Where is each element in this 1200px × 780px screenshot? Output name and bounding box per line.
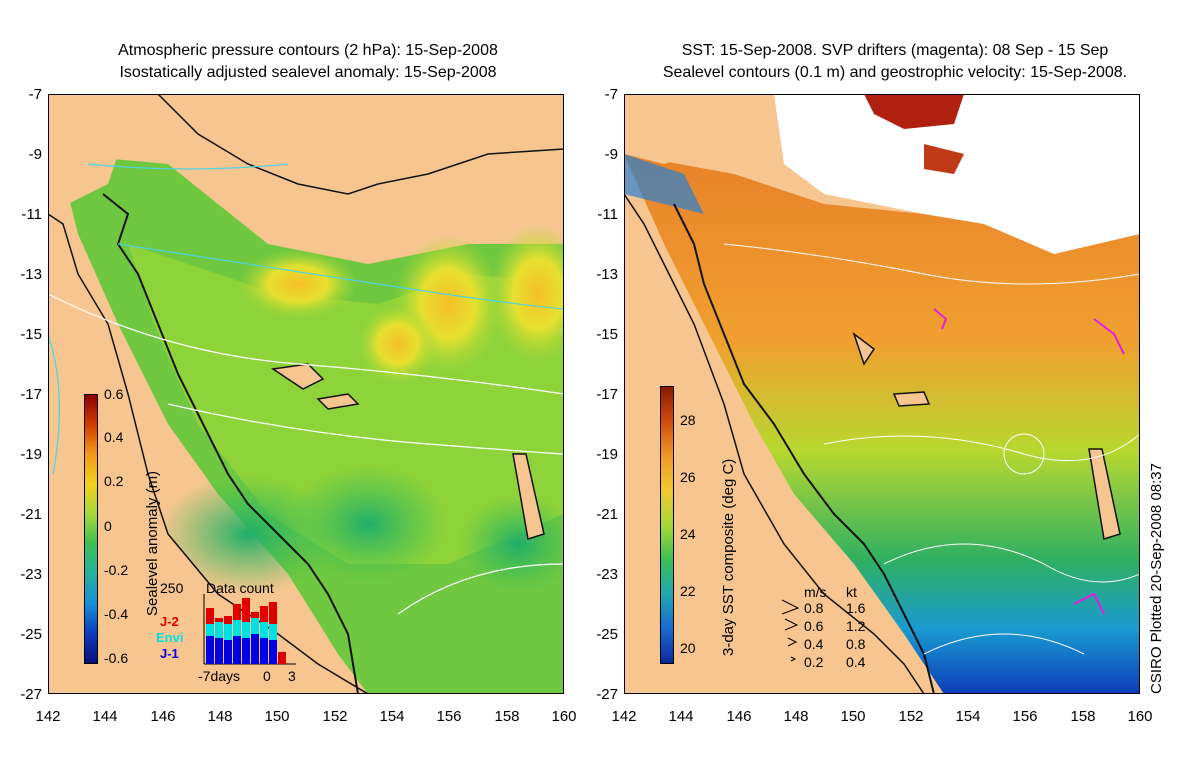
left-ytick: -9	[28, 146, 42, 163]
inset-xlabel-right: 3	[288, 668, 296, 684]
velocity-legend-kt-3: 0.4	[846, 654, 866, 670]
sst-tick-1: 26	[680, 469, 696, 485]
left-xtick: 150	[264, 708, 290, 725]
right-ytick: -17	[596, 386, 618, 403]
velocity-legend-ms-2: 0.4	[804, 636, 824, 652]
sla-tick-5: -0.4	[104, 606, 129, 622]
right-ytick: -13	[596, 266, 618, 283]
velocity-legend-kt-0: 1.6	[846, 600, 866, 616]
right-xtick: 160	[1127, 708, 1153, 725]
left-xtick: 146	[150, 708, 176, 725]
sla-tick-6: -0.6	[104, 650, 129, 666]
inset-bar-chart	[203, 594, 296, 665]
sst-tick-3: 22	[680, 583, 696, 599]
left-ytick: -17	[20, 386, 42, 403]
left-xtick: 152	[322, 708, 348, 725]
right-ytick: -21	[596, 506, 618, 523]
right-xtick: 144	[668, 708, 694, 725]
sla-tick-3: 0	[104, 518, 112, 534]
right-xtick: 148	[783, 708, 809, 725]
sla-colorbar	[84, 394, 98, 664]
left-ytick: -15	[20, 326, 42, 343]
left-xtick: 148	[207, 708, 233, 725]
left-xtick: 154	[379, 708, 405, 725]
sealevel-anomaly-map: 0.6 0.4 0.2 0 -0.2 -0.4 -0.6 Sealevel an…	[48, 94, 564, 694]
inset-xlabel-left: -7days	[198, 668, 241, 684]
left-ytick: -19	[20, 446, 42, 463]
right-xtick: 146	[726, 708, 752, 725]
left-ytick: -27	[20, 686, 42, 703]
sst-colorbar-label: 3-day SST composite (deg C)	[720, 458, 737, 656]
right-ytick: -25	[596, 626, 618, 643]
right-title-line2: Sealevel contours (0.1 m) and geostrophi…	[662, 64, 1128, 81]
velocity-legend-kt-2: 0.8	[846, 636, 866, 652]
left-xtick: 144	[92, 708, 118, 725]
left-ytick: -11	[21, 206, 42, 223]
velocity-legend-ms-3: 0.2	[804, 654, 824, 670]
inset-title: Data count	[206, 580, 274, 596]
right-ytick: -27	[596, 686, 618, 703]
sla-tick-0: 0.6	[104, 386, 124, 402]
inset-sat-envi: Envi	[156, 630, 184, 645]
velocity-legend-header-kt: kt	[846, 584, 857, 600]
plot-credit: CSIRO Plotted 20-Sep-2008 08:37	[1148, 463, 1165, 694]
sst-tick-2: 24	[680, 526, 696, 542]
right-xtick: 158	[1070, 708, 1096, 725]
sst-map-graphic	[624, 94, 1140, 694]
sst-tick-0: 28	[680, 412, 696, 428]
right-xtick: 154	[955, 708, 981, 725]
left-xtick: 158	[494, 708, 520, 725]
right-ytick: -11	[597, 206, 618, 223]
sst-tick-4: 20	[680, 640, 696, 656]
velocity-legend-ms-0: 0.8	[804, 600, 824, 616]
right-xtick: 142	[611, 708, 637, 725]
sla-tick-1: 0.4	[104, 429, 124, 445]
right-ytick: -15	[596, 326, 618, 343]
left-xtick: 160	[551, 708, 577, 725]
inset-sat-j2: J-2	[160, 614, 179, 629]
inset-xlabel-mid: 0	[263, 668, 271, 684]
left-title-line1: Atmospheric pressure contours (2 hPa): 1…	[118, 42, 498, 59]
right-ytick: -19	[596, 446, 618, 463]
left-xtick: 142	[35, 708, 61, 725]
right-title-line1: SST: 15-Sep-2008. SVP drifters (magenta)…	[681, 42, 1109, 59]
right-xtick: 156	[1012, 708, 1038, 725]
velocity-legend-kt-1: 1.2	[846, 618, 866, 634]
sla-tick-2: 0.2	[104, 473, 124, 489]
left-title-line2: Isostatically adjusted sealevel anomaly:…	[119, 64, 497, 81]
inset-sat-j1: J-1	[160, 646, 179, 661]
left-ytick: -13	[20, 266, 42, 283]
left-ytick: -21	[20, 506, 42, 523]
inset-ymax-label: 250	[160, 580, 184, 596]
left-ytick: -25	[20, 626, 42, 643]
sla-colorbar-label: Sealevel anomaly (m)	[144, 470, 161, 616]
sst-colorbar	[660, 386, 674, 664]
left-ytick: -23	[20, 566, 42, 583]
velocity-legend-ms-1: 0.6	[804, 618, 824, 634]
right-ytick: -9	[604, 146, 618, 163]
left-xtick: 156	[436, 708, 462, 725]
right-ytick: -7	[604, 86, 618, 103]
left-ytick: -7	[28, 86, 42, 103]
right-xtick: 150	[840, 708, 866, 725]
velocity-legend-header-ms: m/s	[804, 584, 827, 600]
sealevel-map-graphic	[48, 94, 564, 694]
velocity-legend-arrows	[781, 599, 800, 662]
sst-map: 28 26 24 22 20 3-day SST composite (deg …	[624, 94, 1140, 694]
right-xtick: 152	[898, 708, 924, 725]
right-ytick: -23	[596, 566, 618, 583]
sla-tick-4: -0.2	[104, 562, 129, 578]
